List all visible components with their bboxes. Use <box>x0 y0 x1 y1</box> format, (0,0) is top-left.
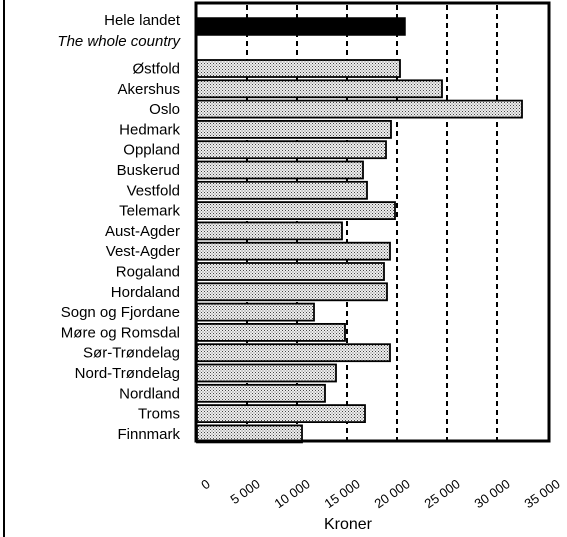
category-label: Akershus <box>117 81 180 98</box>
bar <box>196 201 396 221</box>
bar <box>196 59 401 78</box>
bar <box>196 363 337 383</box>
bar <box>196 404 366 424</box>
bar <box>196 262 385 281</box>
category-label: Hordaland <box>111 284 180 301</box>
category-label: Nord-Trøndelag <box>75 365 180 382</box>
category-label: Rogaland <box>116 264 180 281</box>
category-label: Buskerud <box>117 162 180 179</box>
bar <box>196 322 346 342</box>
category-labels: Hele landet The whole country Østfold Akers… <box>57 12 181 443</box>
bar <box>196 140 387 160</box>
bar <box>196 282 388 302</box>
bar <box>196 160 364 180</box>
category-label: Vest-Agder <box>106 243 180 260</box>
bar <box>196 343 391 363</box>
category-label: Oslo <box>149 101 180 118</box>
x-tick-label: 30 000 <box>472 476 513 511</box>
bar-whole-country <box>196 17 406 36</box>
category-label: Finnmark <box>117 426 180 443</box>
category-label: Troms <box>138 406 180 423</box>
bars <box>196 17 523 444</box>
category-label-whole-country: Hele landet <box>104 12 181 29</box>
category-label: Vestfold <box>127 182 180 199</box>
x-tick-label: 5 000 <box>227 476 262 507</box>
x-tick-label: 35 000 <box>522 476 563 511</box>
category-sublabel-whole-country: The whole country <box>57 33 181 50</box>
x-tick-label: 20 000 <box>372 476 413 511</box>
bar <box>196 302 315 322</box>
bar <box>196 180 368 200</box>
bar <box>196 241 391 261</box>
bar <box>196 79 443 99</box>
category-label: Hedmark <box>119 121 180 138</box>
category-label: Nordland <box>119 385 180 402</box>
x-tick-label: 10 000 <box>272 476 313 511</box>
category-label: Aust-Agder <box>105 223 180 240</box>
x-tick-label: 0 <box>198 476 213 492</box>
category-label: Østfold <box>132 61 180 78</box>
bar <box>196 99 523 119</box>
category-label: Sør-Trøndelag <box>83 345 180 362</box>
bar <box>196 120 392 139</box>
bar <box>196 383 326 403</box>
category-label: Møre og Romsdal <box>61 324 180 341</box>
x-axis-title: Kroner <box>324 516 373 533</box>
bar <box>196 221 343 241</box>
page-left-rule <box>3 0 5 537</box>
category-label: Sogn og Fjordane <box>61 304 180 321</box>
x-tick-label: 25 000 <box>422 476 463 511</box>
plot-border <box>194 1 551 443</box>
x-tick-labels: 0 5 000 10 000 15 000 20 000 25 000 30 000 35 0… <box>198 476 563 511</box>
category-label: Oppland <box>123 142 180 159</box>
x-tick-label: 15 000 <box>322 476 363 511</box>
category-label: Telemark <box>119 203 180 220</box>
